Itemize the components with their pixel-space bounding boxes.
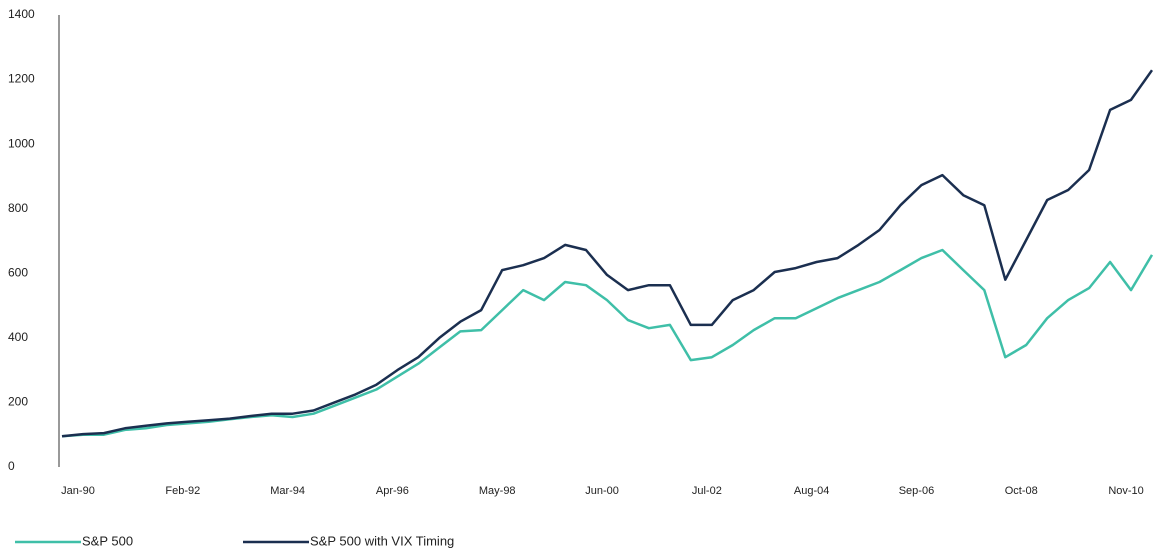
x-tick-label: Feb-92 [165, 485, 200, 497]
legend-label: S&P 500 [82, 533, 133, 548]
legend-label: S&P 500 with VIX Timing [310, 533, 454, 548]
x-tick-label: Mar-94 [270, 485, 305, 497]
y-tick-label: 1400 [8, 7, 35, 21]
y-tick-label: 1000 [8, 136, 35, 150]
line-series [61, 69, 1154, 438]
y-tick-label: 800 [8, 201, 28, 215]
x-tick-label: Oct-08 [1005, 485, 1038, 497]
y-tick-label: 1200 [8, 72, 35, 86]
y-tick-label: 200 [8, 395, 28, 409]
x-tick-label: May-98 [479, 485, 516, 497]
y-tick-label: 400 [8, 330, 28, 344]
x-tick-label: Sep-06 [899, 485, 934, 497]
line-series [61, 248, 1154, 438]
x-tick-label: Nov-10 [1108, 485, 1143, 497]
x-tick-label: Jan-90 [61, 485, 95, 497]
y-tick-label: 0 [8, 459, 15, 473]
x-tick-label: Jul-02 [692, 485, 722, 497]
y-tick-label: 600 [8, 265, 28, 279]
x-tick-label: Jun-00 [585, 485, 619, 497]
x-tick-label: Apr-96 [376, 485, 409, 497]
x-tick-label: Aug-04 [794, 485, 829, 497]
